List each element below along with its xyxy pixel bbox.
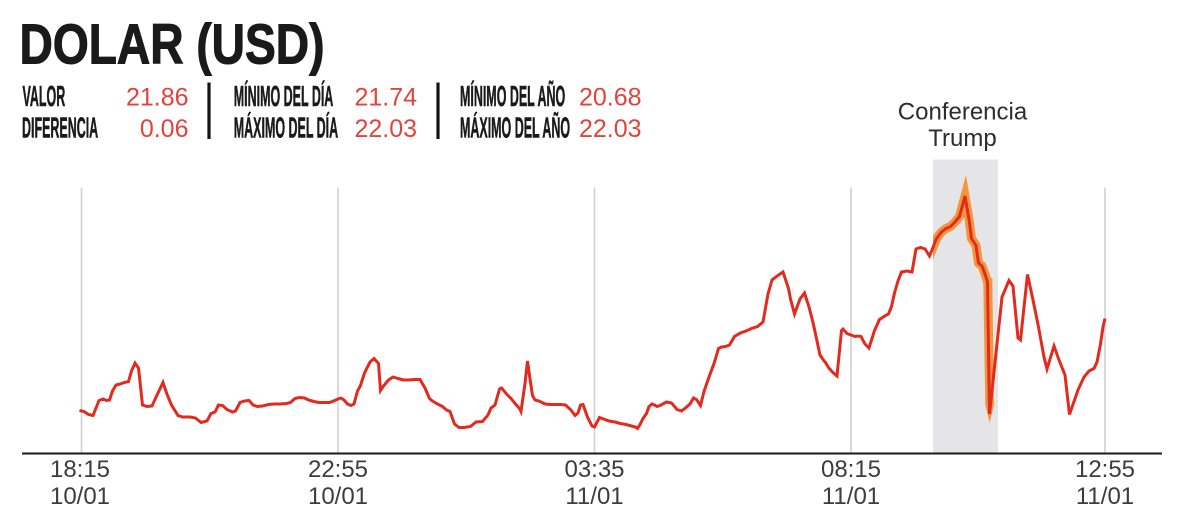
svg-text:DOLAR (USD): DOLAR (USD) bbox=[20, 12, 325, 75]
svg-text:11/01: 11/01 bbox=[1076, 483, 1134, 510]
svg-text:VALOR: VALOR bbox=[23, 80, 66, 112]
svg-text:12:55: 12:55 bbox=[1075, 456, 1135, 483]
svg-text:10/01: 10/01 bbox=[50, 483, 110, 510]
svg-text:03:35: 03:35 bbox=[564, 456, 624, 483]
svg-text:MÍNIMO DEL AÑO: MÍNIMO DEL AÑO bbox=[460, 80, 565, 112]
svg-text:MÍNIMO DEL DÍA: MÍNIMO DEL DÍA bbox=[234, 80, 333, 112]
svg-text:22.03: 22.03 bbox=[579, 115, 642, 143]
svg-text:11/01: 11/01 bbox=[822, 483, 880, 510]
svg-text:22.03: 22.03 bbox=[354, 115, 417, 143]
svg-text:MÁXIMO DEL AÑO: MÁXIMO DEL AÑO bbox=[460, 112, 570, 144]
svg-text:MÁXIMO DEL DÍA: MÁXIMO DEL DÍA bbox=[234, 112, 338, 144]
svg-text:Trump: Trump bbox=[928, 125, 996, 152]
svg-text:08:15: 08:15 bbox=[821, 456, 881, 483]
svg-text:0.06: 0.06 bbox=[140, 115, 189, 143]
svg-text:21.86: 21.86 bbox=[126, 84, 189, 112]
svg-text:22:55: 22:55 bbox=[308, 456, 368, 483]
svg-text:21.74: 21.74 bbox=[354, 84, 417, 112]
svg-text:10/01: 10/01 bbox=[308, 483, 368, 510]
svg-text:Conferencia: Conferencia bbox=[898, 99, 1028, 126]
svg-text:DIFERENCIA: DIFERENCIA bbox=[22, 112, 98, 144]
svg-text:20.68: 20.68 bbox=[579, 84, 642, 112]
svg-text:11/01: 11/01 bbox=[565, 483, 623, 510]
svg-text:18:15: 18:15 bbox=[50, 456, 110, 483]
